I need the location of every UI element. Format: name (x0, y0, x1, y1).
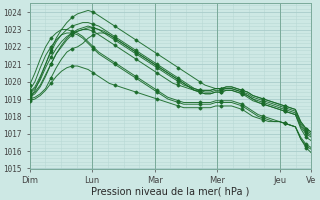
X-axis label: Pression niveau de la mer( hPa ): Pression niveau de la mer( hPa ) (91, 187, 250, 197)
